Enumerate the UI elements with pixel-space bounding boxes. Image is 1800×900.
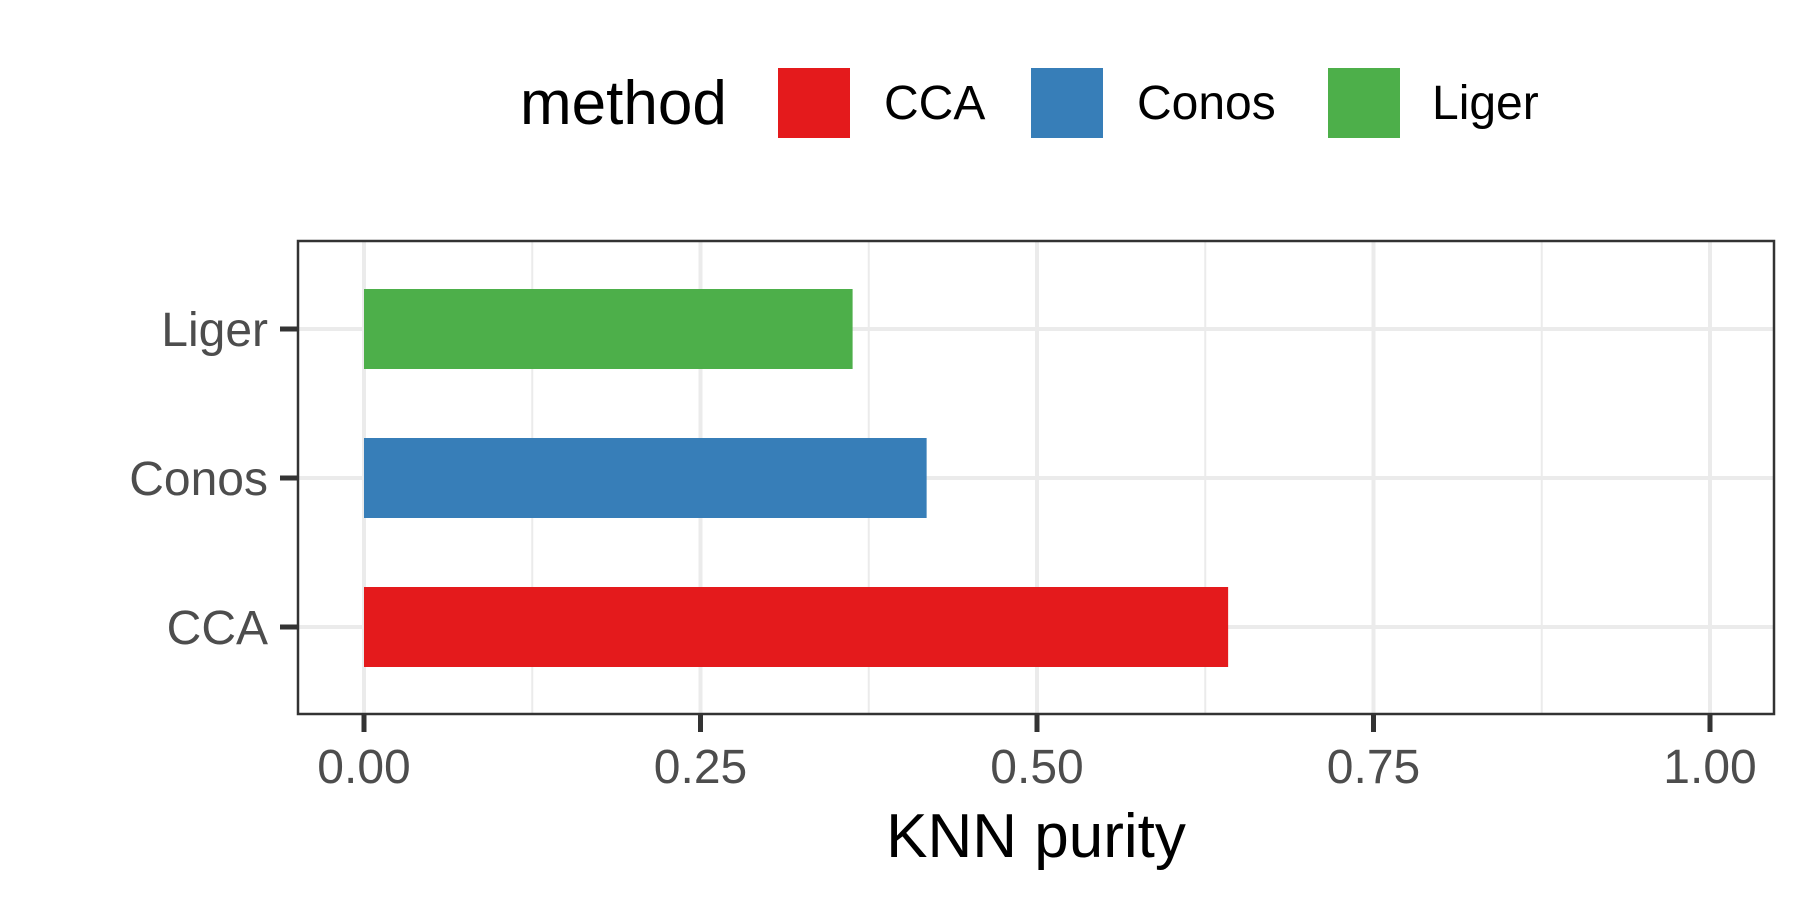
y-tick-label-liger: Liger (161, 304, 268, 357)
x-tick-label: 1.00 (1663, 741, 1756, 794)
x-axis: 0.00 0.25 0.50 0.75 1.00 (317, 714, 1757, 794)
legend-label-liger: Liger (1432, 77, 1539, 130)
legend-label-cca: CCA (884, 77, 985, 130)
legend-title: method (520, 69, 727, 138)
legend-swatch-cca (778, 68, 850, 138)
y-tick-label-conos: Conos (129, 453, 268, 506)
bar-cca (364, 587, 1229, 667)
legend-swatch-conos (1031, 68, 1103, 138)
x-tick-label: 0.00 (317, 741, 410, 794)
x-tick-label: 0.25 (654, 741, 747, 794)
legend-swatch-liger (1328, 68, 1400, 138)
y-tick-label-cca: CCA (167, 602, 268, 655)
x-tick-label: 0.50 (990, 741, 1083, 794)
legend: method CCA Conos Liger (520, 68, 1539, 138)
legend-label-conos: Conos (1137, 77, 1276, 130)
x-tick-label: 0.75 (1327, 741, 1420, 794)
x-axis-title: KNN purity (886, 802, 1186, 871)
y-axis: CCA Conos Liger (129, 304, 298, 655)
plot-bars (364, 289, 1229, 667)
bar-liger (364, 289, 853, 369)
bar-conos (364, 438, 927, 518)
